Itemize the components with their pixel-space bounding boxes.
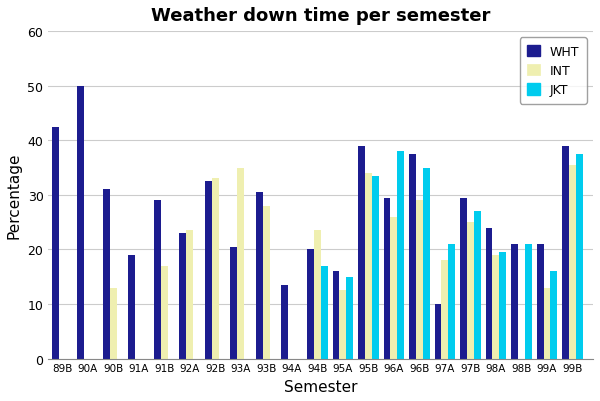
Bar [103, 190, 110, 359]
Bar [423, 168, 430, 359]
Bar [332, 271, 340, 359]
Bar [205, 182, 212, 359]
Bar [544, 288, 550, 359]
Title: Weather down time per semester: Weather down time per semester [151, 7, 490, 25]
Bar [391, 217, 397, 359]
Bar [372, 176, 379, 359]
Bar [448, 244, 455, 359]
Bar [511, 244, 518, 359]
Bar [434, 304, 442, 359]
Bar [576, 154, 583, 359]
Bar [569, 165, 576, 359]
Bar [474, 212, 481, 359]
Bar [52, 127, 59, 359]
Bar [493, 255, 499, 359]
Bar [77, 87, 84, 359]
Bar [358, 146, 365, 359]
Legend: WHT, INT, JKT: WHT, INT, JKT [520, 38, 587, 105]
Bar [307, 250, 314, 359]
Y-axis label: Percentage: Percentage [7, 152, 22, 239]
Bar [409, 154, 416, 359]
Bar [110, 288, 116, 359]
Bar [365, 174, 372, 359]
Bar [550, 271, 557, 359]
Bar [346, 277, 353, 359]
Bar [460, 198, 467, 359]
Bar [154, 201, 161, 359]
Bar [397, 152, 404, 359]
Bar [485, 228, 493, 359]
Bar [230, 247, 237, 359]
Bar [263, 206, 269, 359]
X-axis label: Semester: Semester [284, 379, 358, 394]
Bar [128, 255, 135, 359]
Bar [467, 223, 474, 359]
Bar [383, 198, 391, 359]
Bar [161, 266, 167, 359]
Bar [321, 266, 328, 359]
Bar [186, 231, 193, 359]
Bar [212, 179, 218, 359]
Bar [562, 146, 569, 359]
Bar [281, 285, 289, 359]
Bar [314, 231, 321, 359]
Bar [525, 244, 532, 359]
Bar [256, 192, 263, 359]
Bar [499, 253, 506, 359]
Bar [237, 168, 244, 359]
Bar [536, 244, 544, 359]
Bar [179, 233, 186, 359]
Bar [442, 261, 448, 359]
Bar [340, 291, 346, 359]
Bar [416, 201, 423, 359]
